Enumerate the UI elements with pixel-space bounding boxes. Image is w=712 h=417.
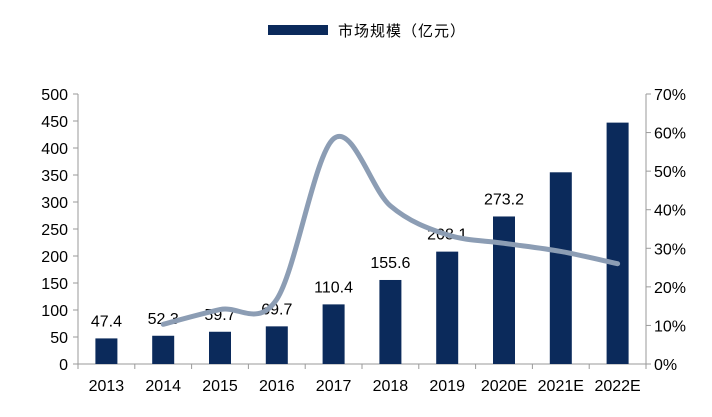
y-right-tick-label: 20% — [654, 280, 686, 297]
y-right-tick-label: 50% — [654, 164, 686, 181]
y-left-tick-label: 450 — [41, 114, 68, 131]
bar — [606, 122, 629, 365]
x-tick-label: 2019 — [429, 378, 465, 395]
x-tick-label: 2016 — [259, 378, 295, 395]
y-right-tick-label: 40% — [654, 203, 686, 220]
y-left-tick-label: 350 — [41, 168, 68, 185]
bar — [322, 304, 345, 364]
y-right-tick-label: 60% — [654, 126, 686, 143]
x-tick-label: 2018 — [373, 378, 409, 395]
y-left-tick-label: 0 — [59, 357, 68, 374]
line-series — [160, 133, 621, 327]
x-tick-label: 2022E — [594, 378, 640, 395]
y-left-tick-label: 250 — [41, 222, 68, 239]
bar — [265, 326, 288, 364]
bar — [152, 335, 175, 364]
y-left-tick-label: 50 — [50, 330, 68, 347]
y-left-tick-label: 200 — [41, 249, 68, 266]
bar-data-label: 155.6 — [370, 255, 410, 272]
x-tick-label: 2014 — [145, 378, 181, 395]
legend: 市场规模（亿元） — [268, 22, 466, 40]
y-left-tick-label: 300 — [41, 195, 68, 212]
x-tick-label: 2013 — [89, 378, 125, 395]
y-left-tick-label: 400 — [41, 141, 68, 158]
y-right-tick-label: 0% — [654, 357, 677, 374]
bar-data-label: 110.4 — [314, 279, 353, 296]
bar — [436, 251, 459, 364]
x-tick-label: 2015 — [202, 378, 238, 395]
y-right-tick-label: 70% — [654, 87, 686, 104]
bar-data-label: 47.4 — [91, 313, 122, 330]
y-left-tick-label: 150 — [41, 276, 68, 293]
bar — [209, 331, 231, 364]
bar — [493, 216, 515, 364]
y-right-tick-label: 30% — [654, 241, 686, 258]
x-tick-label: 2017 — [316, 378, 352, 395]
y-left-tick-label: 500 — [41, 87, 68, 104]
growth-rate-line — [160, 133, 621, 327]
legend-swatch — [268, 25, 328, 35]
legend-label: 市场规模（亿元） — [338, 22, 466, 40]
x-tick-label: 2020E — [481, 378, 527, 395]
bar-data-label: 273.2 — [484, 191, 524, 208]
bar-series — [95, 122, 629, 365]
bar — [95, 338, 118, 364]
y-right-tick-label: 10% — [654, 318, 686, 335]
axes: 0 50 100 150 200 250 300 350 400 450 500 0% 10% 20% 30… — [41, 87, 686, 395]
bar — [549, 172, 572, 364]
x-tick-label: 2021E — [538, 378, 584, 395]
y-left-tick-label: 100 — [41, 303, 68, 320]
bar — [379, 279, 402, 364]
